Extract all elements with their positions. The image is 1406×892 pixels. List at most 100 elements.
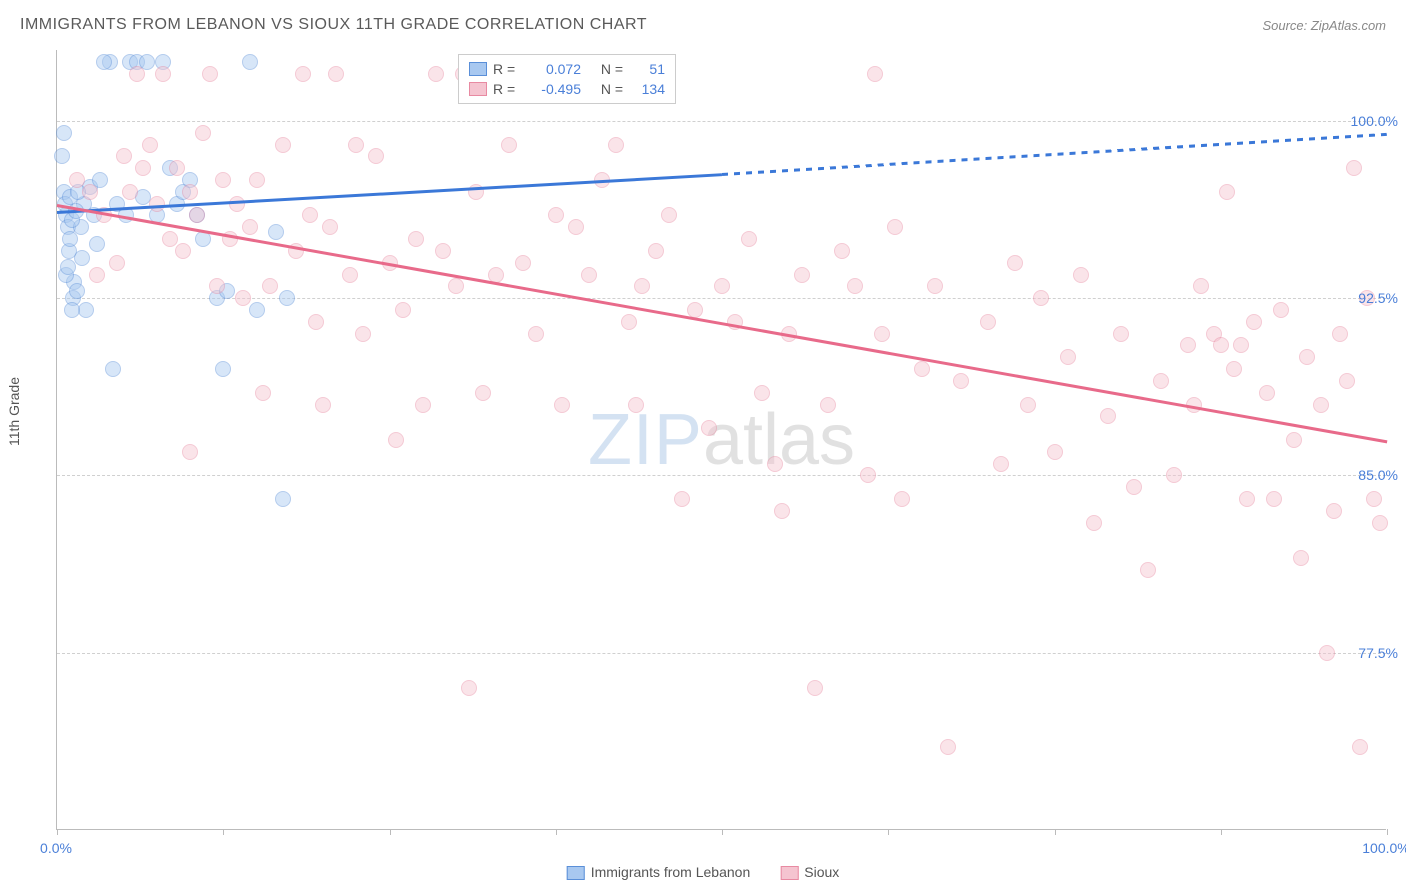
data-point: [105, 361, 121, 377]
data-point: [388, 432, 404, 448]
data-point: [1033, 290, 1049, 306]
chart-title: IMMIGRANTS FROM LEBANON VS SIOUX 11TH GR…: [20, 16, 647, 34]
data-point: [1313, 397, 1329, 413]
data-point: [129, 66, 145, 82]
scatter-plot-area: ZIPatlas: [56, 50, 1386, 830]
x-tick: [390, 829, 391, 835]
legend-row: R =-0.495N =134: [469, 79, 665, 99]
data-point: [275, 137, 291, 153]
data-point: [149, 196, 165, 212]
x-tick: [1387, 829, 1388, 835]
data-point: [874, 326, 890, 342]
correlation-legend: R =0.072N =51R =-0.495N =134: [458, 54, 676, 104]
data-point: [528, 326, 544, 342]
data-point: [109, 255, 125, 271]
data-point: [209, 278, 225, 294]
data-point: [195, 125, 211, 141]
gridline: [57, 298, 1386, 299]
data-point: [1213, 337, 1229, 353]
data-point: [581, 267, 597, 283]
x-tick-label: 100.0%: [1362, 840, 1406, 856]
gridline: [57, 121, 1386, 122]
r-label: R =: [493, 81, 521, 97]
data-point: [229, 196, 245, 212]
data-point: [741, 231, 757, 247]
data-point: [867, 66, 883, 82]
data-point: [395, 302, 411, 318]
data-point: [701, 420, 717, 436]
x-tick: [1221, 829, 1222, 835]
data-point: [215, 172, 231, 188]
data-point: [268, 224, 284, 240]
gridline: [57, 653, 1386, 654]
data-point: [1273, 302, 1289, 318]
y-tick-label: 100.0%: [1351, 113, 1398, 129]
data-point: [1193, 278, 1209, 294]
data-point: [674, 491, 690, 507]
legend-swatch: [567, 866, 585, 880]
data-point: [54, 148, 70, 164]
data-point: [89, 236, 105, 252]
legend-row: R =0.072N =51: [469, 59, 665, 79]
data-point: [1180, 337, 1196, 353]
data-point: [501, 137, 517, 153]
series-legend: Immigrants from LebanonSioux: [567, 864, 840, 880]
x-tick-label: 0.0%: [40, 840, 72, 856]
data-point: [940, 739, 956, 755]
x-tick: [722, 829, 723, 835]
data-point: [661, 207, 677, 223]
y-tick-label: 92.5%: [1358, 290, 1398, 306]
data-point: [435, 243, 451, 259]
data-point: [1233, 337, 1249, 353]
data-point: [1266, 491, 1282, 507]
data-point: [202, 66, 218, 82]
data-point: [548, 207, 564, 223]
data-point: [914, 361, 930, 377]
data-point: [1153, 373, 1169, 389]
data-point: [1299, 349, 1315, 365]
data-point: [242, 54, 258, 70]
data-point: [754, 385, 770, 401]
legend-swatch: [469, 82, 487, 96]
data-point: [554, 397, 570, 413]
data-point: [1366, 491, 1382, 507]
data-point: [767, 456, 783, 472]
n-value: 51: [629, 61, 665, 77]
data-point: [122, 184, 138, 200]
legend-item: Sioux: [780, 864, 839, 880]
data-point: [242, 219, 258, 235]
data-point: [1060, 349, 1076, 365]
data-point: [1332, 326, 1348, 342]
data-point: [116, 148, 132, 164]
x-tick: [1055, 829, 1056, 835]
n-label: N =: [595, 81, 623, 97]
data-point: [249, 302, 265, 318]
data-point: [408, 231, 424, 247]
data-point: [1140, 562, 1156, 578]
n-label: N =: [595, 61, 623, 77]
gridline: [57, 475, 1386, 476]
data-point: [807, 680, 823, 696]
data-point: [189, 207, 205, 223]
data-point: [1126, 479, 1142, 495]
data-point: [1352, 739, 1368, 755]
data-point: [74, 250, 90, 266]
trend-line: [57, 204, 1387, 443]
data-point: [1239, 491, 1255, 507]
data-point: [860, 467, 876, 483]
data-point: [1007, 255, 1023, 271]
data-point: [993, 456, 1009, 472]
data-point: [774, 503, 790, 519]
data-point: [78, 302, 94, 318]
data-point: [820, 397, 836, 413]
data-point: [182, 444, 198, 460]
x-tick: [57, 829, 58, 835]
r-value: -0.495: [527, 81, 581, 97]
r-value: 0.072: [527, 61, 581, 77]
data-point: [155, 66, 171, 82]
data-point: [135, 160, 151, 176]
data-point: [215, 361, 231, 377]
data-point: [714, 278, 730, 294]
data-point: [980, 314, 996, 330]
data-point: [515, 255, 531, 271]
